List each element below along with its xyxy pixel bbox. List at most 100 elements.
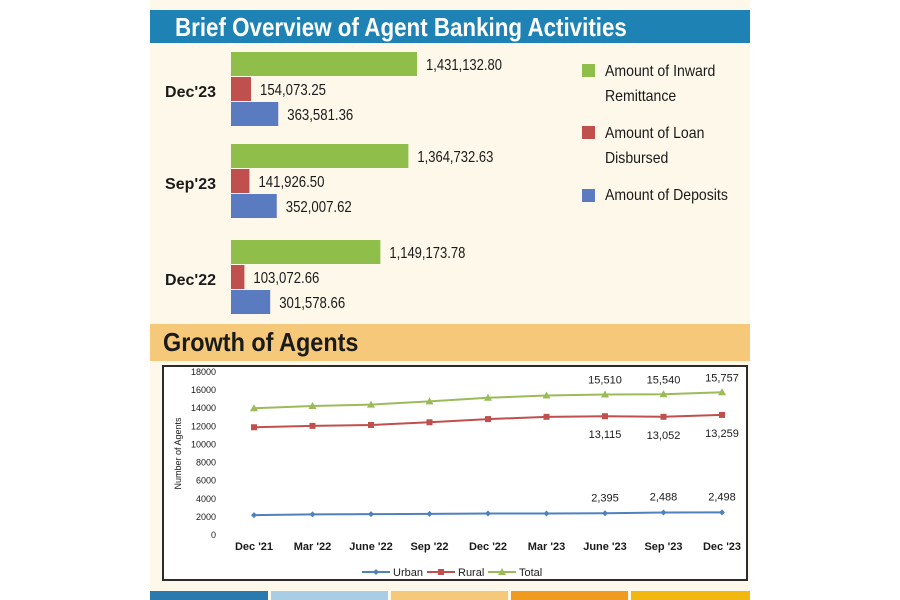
bar-value-label: 1,364,732.63 <box>417 149 493 166</box>
data-label: 13,115 <box>589 429 622 441</box>
point-rural <box>309 422 316 429</box>
point-total <box>659 390 668 398</box>
data-label: 13,052 <box>647 430 681 442</box>
agent-banking-bar-chart: Dec'23 1,431,132.80 154,073.25 363,581.36 Se… <box>165 52 502 314</box>
y-tick-label: 10000 <box>191 439 216 449</box>
legend-label-loan: Amount of Loan Disbursed <box>605 121 704 171</box>
bottom-strip-5 <box>631 591 750 600</box>
category-label: Dec'22 <box>165 272 216 289</box>
data-label: 2,498 <box>708 491 736 503</box>
point-urban <box>543 510 550 517</box>
bottom-strip-2 <box>271 591 388 600</box>
bar <box>231 77 252 101</box>
x-tick-label: Mar '22 <box>294 541 331 553</box>
bar <box>231 169 250 193</box>
point-urban <box>368 511 374 518</box>
x-tick-label: Dec '23 <box>703 541 741 553</box>
point-total <box>308 401 317 409</box>
point-urban <box>602 510 608 517</box>
bar-value-label: 1,431,132.80 <box>426 57 502 74</box>
y-tick-label: 0 <box>211 530 216 540</box>
point-rural <box>660 413 667 420</box>
point-urban <box>251 512 257 519</box>
point-total <box>601 390 609 398</box>
bar <box>231 194 277 218</box>
bottom-strip-3 <box>391 591 508 600</box>
data-label: 2,395 <box>591 492 619 504</box>
point-total <box>542 391 551 399</box>
bar <box>231 240 381 264</box>
x-tick-label: Dec '21 <box>235 541 273 553</box>
legend-marker <box>373 569 379 575</box>
legend-marker <box>498 568 506 575</box>
legend-swatch-inward <box>582 64 595 77</box>
growth-header-bar <box>150 324 750 361</box>
data-label: 13,259 <box>705 428 739 440</box>
y-tick-label: 12000 <box>191 421 216 431</box>
bar-value-label: 141,926.50 <box>258 174 324 191</box>
agent-growth-line-chart: 0 2000 4000 6000 8000 10000 12000 14000 16000 180… <box>173 367 741 579</box>
bottom-strip-4 <box>511 591 628 600</box>
bar-value-label: 154,073.25 <box>260 82 326 99</box>
data-label: 15,757 <box>705 372 739 384</box>
legend-label-inward-line1: Amount of Inward <box>605 63 716 80</box>
y-tick-label: 8000 <box>196 458 216 468</box>
growth-title: Growth of Agents <box>163 327 359 357</box>
point-total <box>484 393 492 401</box>
y-tick-label: 14000 <box>191 403 216 413</box>
point-urban <box>309 511 316 518</box>
bar <box>231 52 417 76</box>
bottom-strip-1 <box>150 591 268 600</box>
point-total <box>425 397 434 405</box>
legend-label-loan-line2: Disbursed <box>605 150 669 167</box>
point-rural <box>251 424 257 431</box>
x-tick-label: Sep '23 <box>644 541 682 553</box>
y-tick-label: 2000 <box>196 512 216 522</box>
point-rural <box>602 413 608 420</box>
bar <box>231 102 279 126</box>
y-tick-label: 6000 <box>196 476 216 486</box>
x-tick-label: June '22 <box>349 541 393 553</box>
line-chart-frame <box>162 365 748 581</box>
legend-label-inward: Amount of Inward Remittance <box>605 59 715 109</box>
point-rural <box>426 419 433 426</box>
point-urban <box>660 509 667 516</box>
point-rural <box>543 413 550 420</box>
y-tick-label: 18000 <box>191 367 216 377</box>
point-rural <box>719 411 725 418</box>
x-tick-label: June '23 <box>583 541 627 553</box>
x-tick-label: Sep '22 <box>410 541 448 553</box>
legend-swatch-deposits <box>582 189 595 202</box>
x-tick-label: Dec '22 <box>469 541 507 553</box>
bar-value-label: 352,007.62 <box>286 199 352 216</box>
point-rural <box>485 416 491 423</box>
y-axis-label: Number of Agents <box>173 417 183 490</box>
category-label: Dec'23 <box>165 84 216 101</box>
bar <box>231 290 271 314</box>
category-label: Sep'23 <box>165 176 216 193</box>
legend-label-total: Total <box>519 567 542 579</box>
point-urban <box>426 510 433 517</box>
data-label: 2,488 <box>650 491 678 503</box>
overview-title: Brief Overview of Agent Banking Activiti… <box>175 12 627 42</box>
bar-value-label: 103,072.66 <box>253 270 319 287</box>
legend-label-deposits-line1: Amount of Deposits <box>605 187 728 204</box>
legend-label-inward-line2: Remittance <box>605 88 677 105</box>
point-rural <box>368 421 374 428</box>
point-total <box>718 388 726 396</box>
point-total <box>250 404 258 412</box>
legend-label-urban: Urban <box>393 567 423 579</box>
legend-marker <box>438 569 444 575</box>
y-tick-label: 16000 <box>191 385 216 395</box>
x-tick-label: Mar '23 <box>528 541 565 553</box>
legend-label-deposits: Amount of Deposits <box>605 183 728 208</box>
overview-header-bar <box>150 10 750 43</box>
data-label: 15,510 <box>588 375 622 387</box>
legend-label-loan-line1: Amount of Loan <box>605 125 705 142</box>
legend-label-rural: Rural <box>458 567 484 579</box>
point-urban <box>485 510 491 517</box>
point-urban <box>719 509 725 516</box>
bar-value-label: 301,578.66 <box>279 295 345 312</box>
bar <box>231 144 409 168</box>
point-total <box>367 400 375 408</box>
